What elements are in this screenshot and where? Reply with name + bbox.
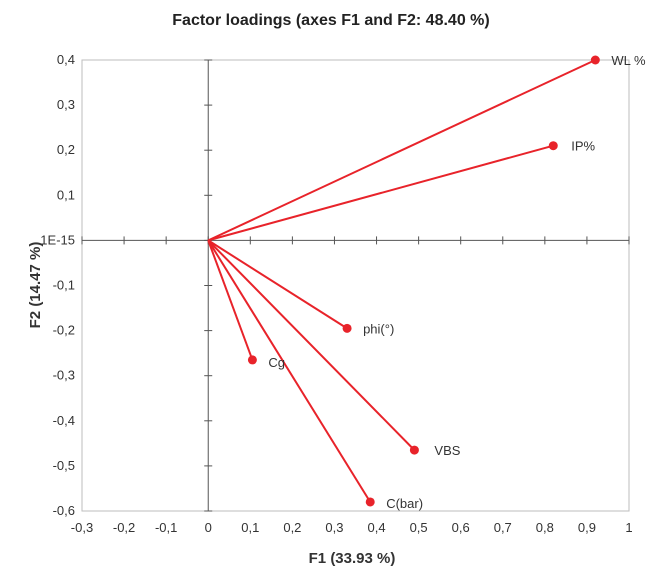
y-tick-label: -0,3	[53, 368, 75, 383]
x-tick-label: 0,6	[452, 520, 470, 535]
loading-point	[548, 141, 558, 151]
x-tick-label: 0,9	[578, 520, 596, 535]
loading-point	[590, 55, 600, 65]
loading-point-label: WL %	[611, 53, 646, 68]
y-tick-label: 0,3	[57, 97, 75, 112]
x-tick-label: -0,1	[155, 520, 177, 535]
y-tick-label: 0,4	[57, 52, 75, 67]
x-tick-label: 0,8	[536, 520, 554, 535]
loading-vector	[207, 239, 416, 451]
loading-point	[409, 445, 419, 455]
x-tick-label: -0,2	[113, 520, 135, 535]
y-tick-label: -0,4	[53, 413, 75, 428]
point-labels: WL % IP% phi(°) Cg VBS C(bar)	[268, 53, 646, 511]
loading-vector	[207, 240, 254, 361]
loading-point-label: Cg	[268, 355, 285, 370]
y-tick-label: 0,2	[57, 142, 75, 157]
loading-point	[365, 497, 375, 507]
x-tick-label: 0,7	[494, 520, 512, 535]
y-tick-label: 1E-15	[40, 232, 75, 247]
y-tick-label: -0,6	[53, 503, 75, 518]
y-tick-label: -0,1	[53, 278, 75, 293]
x-tick-label: 0	[205, 520, 212, 535]
x-tick-label: 0,3	[325, 520, 343, 535]
x-tick-label: 0,4	[367, 520, 385, 535]
x-tick-label: 0,5	[410, 520, 428, 535]
y-tick-label: -0,2	[53, 323, 75, 338]
loading-point-label: VBS	[434, 443, 460, 458]
loading-vectors	[207, 55, 600, 507]
loading-point-label: C(bar)	[386, 496, 423, 511]
loading-point-label: IP%	[571, 139, 595, 154]
y-tick-label: -0,5	[53, 458, 75, 473]
x-axis-title: F1 (33.93 %)	[309, 550, 396, 567]
x-tick-label: -0,3	[71, 520, 93, 535]
loading-point-label: phi(°)	[363, 321, 394, 336]
x-tick-label: 1	[625, 520, 632, 535]
plot-frame	[81, 59, 630, 512]
loading-vector	[207, 239, 372, 503]
loading-vector	[207, 239, 348, 330]
y-axis-title: F2 (14.47 %)	[27, 242, 44, 329]
axes-layer: -0,3 -0,2 -0,1 0 0,1 0,2 0,3 0,4 0,5 0,6 0,7 0,8 0,9…	[40, 52, 632, 535]
x-tick-label: 0,2	[283, 520, 301, 535]
loading-point	[247, 355, 257, 365]
loading-point	[342, 323, 352, 333]
loading-vector	[207, 144, 554, 242]
x-tick-label: 0,1	[241, 520, 259, 535]
y-tick-label: 0,1	[57, 187, 75, 202]
loading-vector	[207, 59, 596, 242]
chart-title: Factor loadings (axes F1 and F2: 48.40 %…	[172, 12, 489, 29]
